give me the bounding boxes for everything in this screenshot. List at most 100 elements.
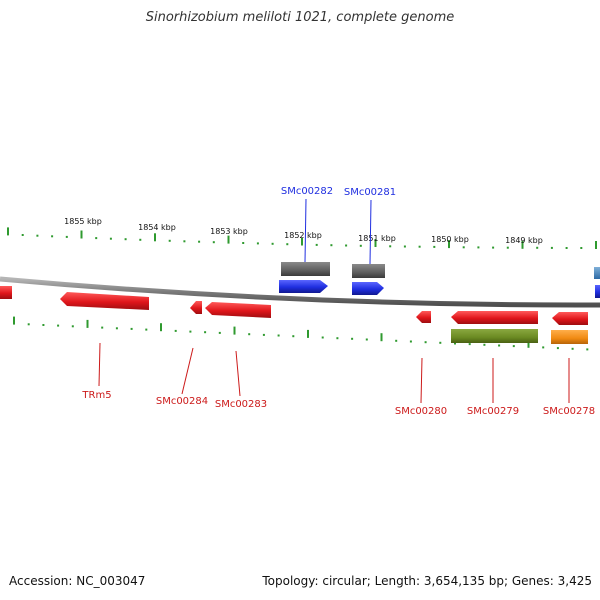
lower-minor-tick xyxy=(512,345,515,348)
upper-major-tick xyxy=(595,241,597,249)
label-SMc00282[interactable]: SMc00282 xyxy=(281,186,333,197)
upper-minor-tick xyxy=(565,247,568,249)
lower-minor-tick xyxy=(262,333,265,336)
gene-track-SMc00282 xyxy=(281,262,330,276)
upper-minor-tick xyxy=(183,240,186,243)
scale-label-1853: 1853 kbp xyxy=(210,227,248,236)
lower-minor-tick xyxy=(204,331,207,334)
lower-minor-tick xyxy=(218,331,221,334)
lower-minor-tick xyxy=(498,344,501,347)
label-TRm5[interactable]: TRm5 xyxy=(81,390,111,401)
reverse-gene-partial-left xyxy=(0,286,12,299)
label-SMc00284[interactable]: SMc00284 xyxy=(156,396,208,407)
scale-label-1849: 1849 kbp xyxy=(505,236,543,245)
gene-arrow-SMc00281[interactable] xyxy=(352,282,384,295)
gene-arrow-SMc00282[interactable] xyxy=(279,280,328,293)
upper-major-tick xyxy=(448,240,450,249)
upper-major-tick xyxy=(521,240,524,249)
lower-minor-tick xyxy=(145,328,148,331)
upper-minor-tick xyxy=(198,240,201,243)
forward-gene-SMc00281[interactable] xyxy=(352,264,385,295)
lower-minor-tick xyxy=(351,337,354,340)
lower-minor-tick xyxy=(409,340,412,343)
upper-major-tick xyxy=(7,227,9,236)
label-SMc00279[interactable]: SMc00279 xyxy=(467,406,519,417)
lower-minor-tick xyxy=(277,334,280,337)
leader-TRm5 xyxy=(98,342,101,387)
scale-label-1852: 1852 kbp xyxy=(284,231,322,240)
upper-minor-tick xyxy=(286,243,289,246)
partial-arrow-left xyxy=(0,286,12,299)
upper-tick-scale xyxy=(7,227,597,249)
lower-major-tick xyxy=(527,339,530,348)
upper-major-tick xyxy=(301,237,303,246)
upper-minor-tick xyxy=(550,246,553,249)
gene-arrow-SMc00280[interactable] xyxy=(416,311,431,323)
upper-minor-tick xyxy=(65,235,68,238)
upper-minor-tick xyxy=(271,242,274,245)
leader-SMc00283 xyxy=(235,350,241,397)
gene-arrow-SMc00278[interactable] xyxy=(552,312,588,325)
forward-gene-partial-right xyxy=(594,267,600,298)
lower-minor-tick xyxy=(27,323,30,326)
partial-arrow-right xyxy=(595,285,600,298)
upper-minor-tick xyxy=(256,242,259,245)
upper-minor-tick xyxy=(492,246,495,249)
lower-minor-tick xyxy=(321,336,324,339)
lower-minor-tick xyxy=(101,326,104,329)
lower-minor-tick xyxy=(424,341,427,344)
upper-minor-tick xyxy=(536,246,539,249)
upper-major-tick xyxy=(227,235,230,244)
upper-minor-tick xyxy=(109,237,112,240)
lower-major-tick xyxy=(86,319,89,328)
label-SMc00278[interactable]: SMc00278 xyxy=(543,406,595,417)
lower-minor-tick xyxy=(395,339,398,342)
gene-arrow-TRm5[interactable] xyxy=(60,292,149,310)
lower-minor-tick xyxy=(292,335,295,338)
genome-title: Sinorhizobium meliloti 1021, complete ge… xyxy=(145,10,455,25)
lower-minor-tick xyxy=(542,346,545,349)
forward-leader-lines xyxy=(304,198,372,265)
upper-minor-tick xyxy=(506,246,509,249)
lower-major-tick xyxy=(233,326,236,335)
genome-summary-text: Topology: circular; Length: 3,654,135 bp… xyxy=(262,574,592,588)
upper-major-tick xyxy=(80,230,83,239)
upper-minor-tick xyxy=(345,244,348,247)
upper-minor-tick xyxy=(389,245,392,248)
leader-SMc00281 xyxy=(369,199,372,265)
upper-minor-tick xyxy=(21,234,24,236)
label-SMc00280[interactable]: SMc00280 xyxy=(395,406,447,417)
gene-arrow-SMc00283[interactable] xyxy=(205,302,271,318)
leader-SMc00280 xyxy=(420,357,423,404)
upper-minor-tick xyxy=(168,239,171,242)
label-SMc00283[interactable]: SMc00283 xyxy=(215,399,267,410)
lower-minor-tick xyxy=(130,327,133,330)
leader-SMc00282 xyxy=(304,198,307,263)
upper-minor-tick xyxy=(95,237,98,240)
lower-minor-tick xyxy=(189,330,192,333)
lower-minor-tick xyxy=(365,338,368,341)
upper-minor-tick xyxy=(139,238,142,241)
gene-arrow-SMc00279[interactable] xyxy=(451,311,538,324)
lower-minor-tick xyxy=(571,347,574,350)
partial-track-right xyxy=(594,267,600,279)
gene-arrow-SMc00284[interactable] xyxy=(190,301,202,314)
gene-track-SMc00279 xyxy=(451,329,538,343)
leader-SMc00284 xyxy=(181,347,194,395)
upper-major-tick xyxy=(154,233,156,242)
lower-major-tick xyxy=(160,323,162,332)
lower-minor-tick xyxy=(71,325,74,328)
lower-minor-tick xyxy=(57,324,60,327)
reverse-leader-lines xyxy=(98,342,570,404)
accession-text: Accession: NC_003047 xyxy=(9,574,146,588)
lower-minor-tick xyxy=(483,343,486,346)
upper-minor-tick xyxy=(433,245,436,248)
scale-label-1854: 1854 kbp xyxy=(138,223,176,232)
forward-gene-SMc00282[interactable] xyxy=(279,262,330,293)
gene-track-SMc00281 xyxy=(352,264,385,278)
upper-minor-tick xyxy=(418,245,421,248)
label-SMc00281[interactable]: SMc00281 xyxy=(344,187,396,198)
lower-minor-tick xyxy=(115,327,118,330)
